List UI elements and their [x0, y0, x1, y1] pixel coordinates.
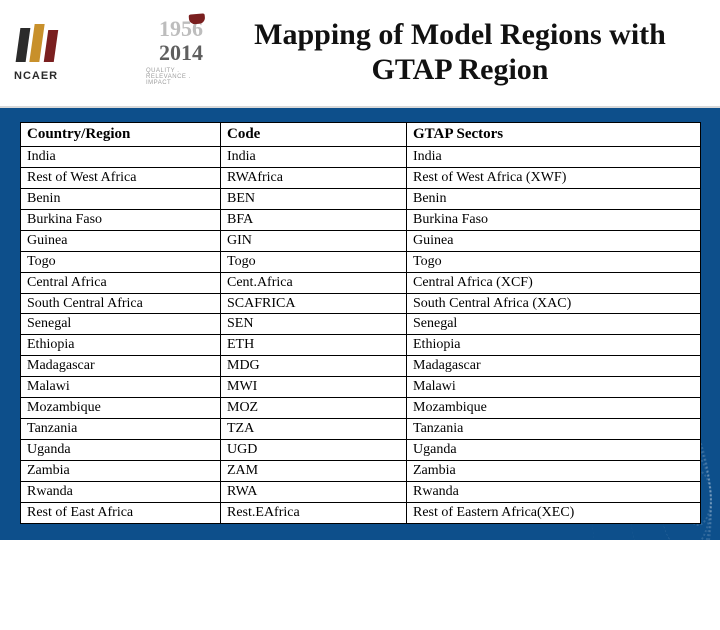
table-row: MadagascarMDGMadagascar	[21, 356, 701, 377]
cell-gtap-sectors: Uganda	[407, 439, 701, 460]
cell-code: BEN	[221, 189, 407, 210]
cell-code: ZAM	[221, 460, 407, 481]
table-row: SenegalSENSenegal	[21, 314, 701, 335]
cell-code: RWA	[221, 481, 407, 502]
cell-code: TZA	[221, 418, 407, 439]
cell-code: RWAfrica	[221, 168, 407, 189]
table-header-row: Country/Region Code GTAP Sectors	[21, 123, 701, 147]
cell-code: MDG	[221, 356, 407, 377]
table-row: ZambiaZAMZambia	[21, 460, 701, 481]
cell-code: MWI	[221, 377, 407, 398]
cell-code: UGD	[221, 439, 407, 460]
col-code: Code	[221, 123, 407, 147]
cell-gtap-sectors: Rest of Eastern Africa(XEC)	[407, 502, 701, 523]
logo-text: NCAER	[14, 70, 58, 82]
ncaer-logo: NCAER	[14, 7, 134, 97]
cell-country-region: Rwanda	[21, 481, 221, 502]
table-row: MalawiMWIMalawi	[21, 377, 701, 398]
col-country-region: Country/Region	[21, 123, 221, 147]
cell-gtap-sectors: Madagascar	[407, 356, 701, 377]
cell-code: SCAFRICA	[221, 293, 407, 314]
cell-country-region: Togo	[21, 251, 221, 272]
cell-code: BFA	[221, 209, 407, 230]
table-row: EthiopiaETHEthiopia	[21, 335, 701, 356]
cell-country-region: South Central Africa	[21, 293, 221, 314]
cell-code: GIN	[221, 230, 407, 251]
cell-gtap-sectors: Tanzania	[407, 418, 701, 439]
cell-country-region: Ethiopia	[21, 335, 221, 356]
table-row: TanzaniaTZATanzania	[21, 418, 701, 439]
cell-country-region: Mozambique	[21, 398, 221, 419]
table-row: BeninBENBenin	[21, 189, 701, 210]
cell-gtap-sectors: Togo	[407, 251, 701, 272]
year-current: 2014	[159, 42, 203, 64]
cell-gtap-sectors: Rest of West Africa (XWF)	[407, 168, 701, 189]
cell-code: Rest.EAfrica	[221, 502, 407, 523]
slide-header: NCAER 1956 2014 QUALITY . RELEVANCE . IM…	[0, 0, 720, 108]
year-founding: 1956	[159, 18, 203, 40]
cell-country-region: Guinea	[21, 230, 221, 251]
cell-gtap-sectors: Burkina Faso	[407, 209, 701, 230]
cell-gtap-sectors: Ethiopia	[407, 335, 701, 356]
cell-country-region: Rest of West Africa	[21, 168, 221, 189]
table-body: IndiaIndiaIndiaRest of West AfricaRWAfri…	[21, 147, 701, 523]
table-row: TogoTogoTogo	[21, 251, 701, 272]
cell-country-region: Uganda	[21, 439, 221, 460]
cell-code: SEN	[221, 314, 407, 335]
cell-gtap-sectors: Malawi	[407, 377, 701, 398]
cell-gtap-sectors: Benin	[407, 189, 701, 210]
cell-country-region: Central Africa	[21, 272, 221, 293]
cell-code: India	[221, 147, 407, 168]
table-row: Central AfricaCent.AfricaCentral Africa …	[21, 272, 701, 293]
cell-country-region: Madagascar	[21, 356, 221, 377]
logo-mark-icon	[14, 22, 60, 68]
cell-country-region: Burkina Faso	[21, 209, 221, 230]
cell-country-region: Tanzania	[21, 418, 221, 439]
table-row: South Central AfricaSCAFRICASouth Centra…	[21, 293, 701, 314]
cell-country-region: Benin	[21, 189, 221, 210]
cell-country-region: Senegal	[21, 314, 221, 335]
col-gtap-sectors: GTAP Sectors	[407, 123, 701, 147]
cell-country-region: Zambia	[21, 460, 221, 481]
cell-gtap-sectors: Senegal	[407, 314, 701, 335]
cell-code: ETH	[221, 335, 407, 356]
cell-country-region: Rest of East Africa	[21, 502, 221, 523]
table-row: IndiaIndiaIndia	[21, 147, 701, 168]
tagline-text: QUALITY . RELEVANCE . IMPACT	[146, 68, 216, 86]
cell-code: Togo	[221, 251, 407, 272]
cell-country-region: India	[21, 147, 221, 168]
table-row: Burkina FasoBFABurkina Faso	[21, 209, 701, 230]
anniversary-years: 1956 2014 QUALITY . RELEVANCE . IMPACT	[146, 18, 216, 86]
table-row: RwandaRWARwanda	[21, 481, 701, 502]
table-row: GuineaGINGuinea	[21, 230, 701, 251]
cell-gtap-sectors: Zambia	[407, 460, 701, 481]
cell-gtap-sectors: India	[407, 147, 701, 168]
cell-gtap-sectors: South Central Africa (XAC)	[407, 293, 701, 314]
cell-gtap-sectors: Guinea	[407, 230, 701, 251]
title-line-2: GTAP Region	[372, 53, 549, 86]
cell-code: MOZ	[221, 398, 407, 419]
mapping-table: Country/Region Code GTAP Sectors IndiaIn…	[20, 122, 701, 524]
cell-gtap-sectors: Rwanda	[407, 481, 701, 502]
cell-gtap-sectors: Mozambique	[407, 398, 701, 419]
table-row: Rest of West AfricaRWAfricaRest of West …	[21, 168, 701, 189]
table-row: MozambiqueMOZMozambique	[21, 398, 701, 419]
slide-body: Country/Region Code GTAP Sectors IndiaIn…	[0, 108, 720, 540]
cell-code: Cent.Africa	[221, 272, 407, 293]
cell-country-region: Malawi	[21, 377, 221, 398]
cell-gtap-sectors: Central Africa (XCF)	[407, 272, 701, 293]
table-row: Rest of East AfricaRest.EAfricaRest of E…	[21, 502, 701, 523]
slide-title: Mapping of Model Regions with GTAP Regio…	[224, 17, 706, 88]
table-row: UgandaUGDUganda	[21, 439, 701, 460]
title-line-1: Mapping of Model Regions with	[254, 18, 666, 51]
